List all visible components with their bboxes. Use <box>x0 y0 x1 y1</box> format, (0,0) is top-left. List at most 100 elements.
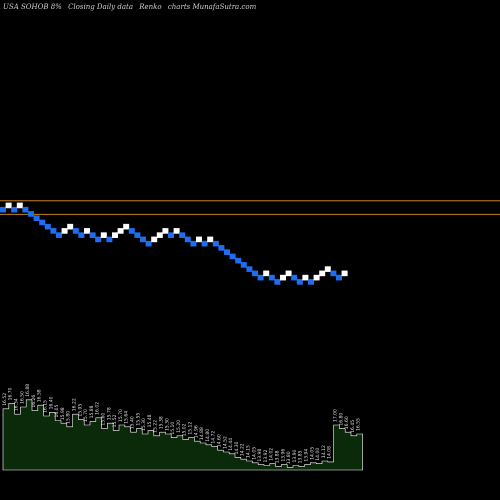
chart-subtitle: Closing Daily data <box>68 3 134 11</box>
volume-label-41: 14.22 <box>240 443 246 456</box>
volume-label-27: 15.38 <box>159 416 165 429</box>
volume-label-19: 15.52 <box>112 414 118 427</box>
renko-brick-53 <box>296 279 303 285</box>
volume-label-4: 16.88 <box>25 384 31 397</box>
renko-brick-9 <box>50 228 57 234</box>
renko-brick-34 <box>190 240 197 247</box>
volume-label-21: 15.64 <box>124 411 130 424</box>
renko-brick-2 <box>11 206 18 213</box>
chart-symbol: USA SOHOB 8% <box>3 3 62 11</box>
renko-brick-33 <box>184 236 191 243</box>
renko-brick-8 <box>44 223 51 230</box>
volume-label-28: 15.30 <box>164 418 170 431</box>
renko-brick-57 <box>319 270 326 277</box>
chart-site: charts MunafaSutra.com <box>167 3 257 11</box>
renko-brick-0 <box>0 206 6 213</box>
renko-brick-55 <box>308 279 314 285</box>
renko-brick-3 <box>16 202 23 209</box>
renko-brick-58 <box>324 266 331 272</box>
renko-brick-36 <box>201 240 208 247</box>
volume-label-46: 14.02 <box>269 448 275 461</box>
renko-bricks <box>0 202 348 285</box>
volume-label-60: 16.45 <box>350 420 356 433</box>
volume-label-20: 15.70 <box>118 409 124 422</box>
volume-label-44: 13.98 <box>257 449 263 462</box>
volume-label-45: 13.92 <box>263 449 269 462</box>
renko-brick-6 <box>33 215 40 221</box>
renko-brick-41 <box>229 253 236 260</box>
volume-label-18: 15.78 <box>106 407 112 420</box>
volume-label-50: 13.90 <box>292 449 298 462</box>
volume-label-31: 15.02 <box>182 423 188 436</box>
renko-brick-11 <box>61 228 68 234</box>
renko-brick-29 <box>162 228 169 234</box>
renko-brick-38 <box>212 240 219 247</box>
renko-brick-56 <box>313 274 320 281</box>
renko-brick-1 <box>5 202 12 209</box>
volume-label-24: 15.30 <box>141 418 147 431</box>
volume-label-8: 16.40 <box>48 396 54 409</box>
volume-label-13: 15.95 <box>77 404 83 417</box>
volume-label-47: 13.88 <box>275 450 281 463</box>
volume-label-39: 14.44 <box>228 438 234 451</box>
renko-brick-61 <box>341 270 348 277</box>
volume-label-11: 15.80 <box>66 411 72 424</box>
volume-label-33: 14.96 <box>193 425 199 438</box>
volume-label-38: 14.52 <box>222 436 228 449</box>
level-lines <box>0 200 500 215</box>
volume-label-17: 15.60 <box>101 413 107 426</box>
renko-brick-32 <box>179 232 186 238</box>
renko-brick-25 <box>140 236 146 243</box>
renko-brick-18 <box>100 232 107 238</box>
renko-brick-45 <box>252 270 258 277</box>
renko-brick-39 <box>218 245 225 251</box>
volume-label-14: 15.70 <box>83 409 89 422</box>
renko-brick-42 <box>235 257 242 264</box>
renko-brick-35 <box>196 236 202 243</box>
volume-label-37: 14.60 <box>217 434 223 447</box>
volume-label-54: 14.00 <box>315 448 321 461</box>
volume-label-25: 15.48 <box>147 414 153 427</box>
volume-label-1: 16.70 <box>8 387 14 400</box>
renko-brick-48 <box>268 274 275 281</box>
renko-brick-28 <box>156 232 163 238</box>
renko-brick-40 <box>224 249 230 255</box>
volume-label-53: 14.05 <box>309 447 315 460</box>
renko-brick-14 <box>78 232 85 238</box>
renko-brick-44 <box>246 266 253 272</box>
renko-brick-46 <box>257 274 264 281</box>
volume-label-16: 16.02 <box>95 402 101 415</box>
volume-label-0: 16.52 <box>2 393 8 406</box>
renko-brick-43 <box>240 262 247 268</box>
chart-header: USA SOHOB 8% Closing Daily data Renko ch… <box>3 3 260 11</box>
volume-label-40: 14.30 <box>234 441 240 454</box>
volume-label-58: 16.80 <box>338 413 344 426</box>
renko-brick-16 <box>89 232 96 238</box>
volume-label-26: 15.22 <box>153 420 159 433</box>
renko-brick-19 <box>106 236 113 243</box>
volume-label-9: 16.05 <box>54 404 60 417</box>
volume-label-59: 16.60 <box>344 416 350 429</box>
volume-label-6: 16.58 <box>37 389 43 402</box>
renko-brick-23 <box>128 228 135 234</box>
volume-label-52: 13.94 <box>304 449 310 462</box>
renko-brick-50 <box>280 274 286 281</box>
renko-brick-4 <box>22 206 29 213</box>
volume-label-42: 14.15 <box>246 445 252 458</box>
volume-label-3: 16.50 <box>19 391 25 404</box>
renko-brick-5 <box>28 211 34 217</box>
renko-brick-20 <box>112 232 118 238</box>
renko-brick-15 <box>84 228 90 234</box>
renko-brick-52 <box>291 274 298 281</box>
chart-kind: Renko <box>139 3 162 11</box>
renko-brick-47 <box>263 270 270 277</box>
volume-label-36: 14.72 <box>211 431 217 444</box>
volume-label-43: 14.05 <box>251 447 257 460</box>
volume-label-32: 15.12 <box>188 422 194 435</box>
volume-label-55: 14.12 <box>321 445 327 458</box>
renko-brick-49 <box>274 279 281 285</box>
volume-label-61: 16.55 <box>356 418 362 431</box>
renko-brick-21 <box>117 228 124 234</box>
